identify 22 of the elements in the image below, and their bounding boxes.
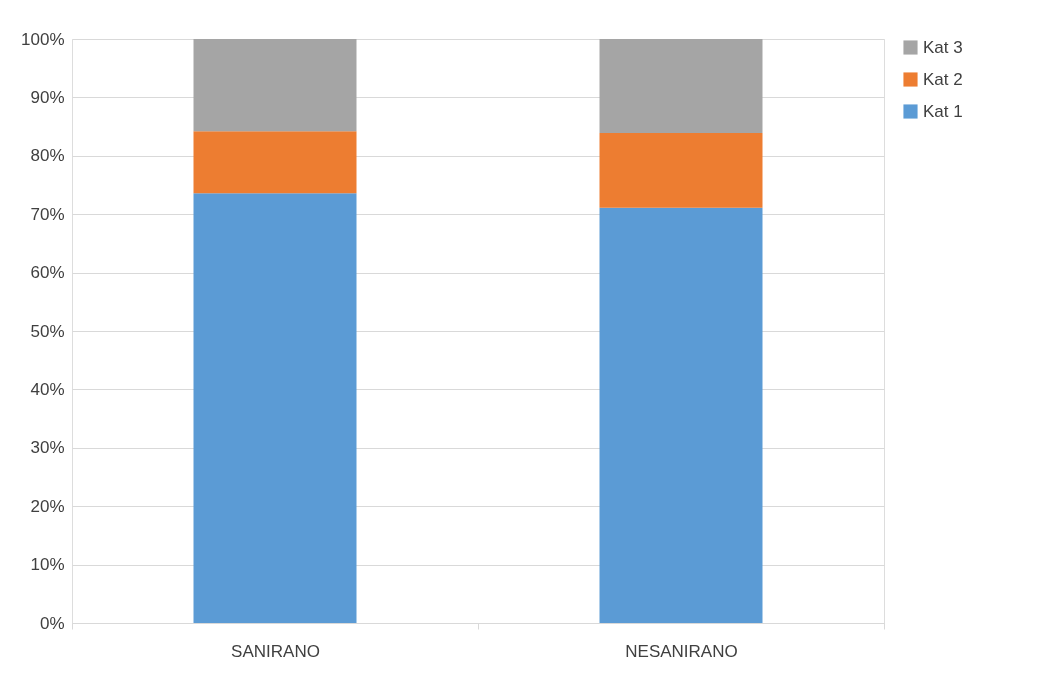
y-tick-label: 60% xyxy=(30,263,65,283)
y-tick-label: 10% xyxy=(30,555,65,575)
bar xyxy=(193,39,357,132)
bar xyxy=(599,39,763,134)
legend-label: Kat 3 xyxy=(923,37,963,57)
y-tick-label: 80% xyxy=(30,146,65,166)
y-tick-label: 100% xyxy=(21,29,65,49)
y-tick-label: 70% xyxy=(30,204,65,224)
y-tick-label: 20% xyxy=(30,496,65,516)
y-tick-label: 30% xyxy=(30,438,65,458)
legend-label: Kat 2 xyxy=(923,69,963,89)
y-tick-label: 0% xyxy=(39,613,65,633)
y-tick-label: 40% xyxy=(30,379,65,399)
x-tick-label: NESANIRANO xyxy=(625,641,738,661)
bar xyxy=(193,131,357,194)
x-tick-label: SANIRANO xyxy=(231,641,320,661)
bar xyxy=(599,207,763,623)
bar xyxy=(193,193,357,623)
y-tick-label: 90% xyxy=(30,87,65,107)
y-tick-label: 50% xyxy=(30,321,65,341)
bar xyxy=(599,133,763,208)
legend-label: Kat 1 xyxy=(923,101,963,121)
